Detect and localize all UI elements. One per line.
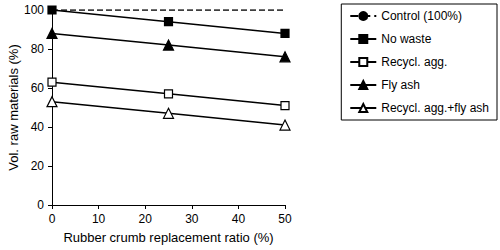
svg-text:No waste: No waste — [381, 32, 431, 46]
svg-text:100: 100 — [24, 3, 44, 17]
svg-text:Rubber crumb replacement ratio: Rubber crumb replacement ratio (%) — [63, 230, 273, 245]
svg-text:Recycl. agg.: Recycl. agg. — [381, 55, 447, 69]
svg-text:40: 40 — [31, 120, 45, 134]
svg-text:50: 50 — [278, 212, 292, 226]
svg-text:Control (100%): Control (100%) — [381, 9, 462, 23]
svg-text:Recycl. agg.+fly ash: Recycl. agg.+fly ash — [381, 101, 489, 115]
svg-text:Fly ash: Fly ash — [381, 78, 420, 92]
svg-text:40: 40 — [232, 212, 246, 226]
svg-text:0: 0 — [37, 198, 44, 212]
svg-text:0: 0 — [49, 212, 56, 226]
svg-text:20: 20 — [139, 212, 153, 226]
svg-text:30: 30 — [185, 212, 199, 226]
svg-text:20: 20 — [31, 159, 45, 173]
svg-text:10: 10 — [92, 212, 106, 226]
svg-text:60: 60 — [31, 81, 45, 95]
svg-text:Vol. raw materials (%): Vol. raw materials (%) — [6, 44, 21, 170]
svg-text:80: 80 — [31, 42, 45, 56]
